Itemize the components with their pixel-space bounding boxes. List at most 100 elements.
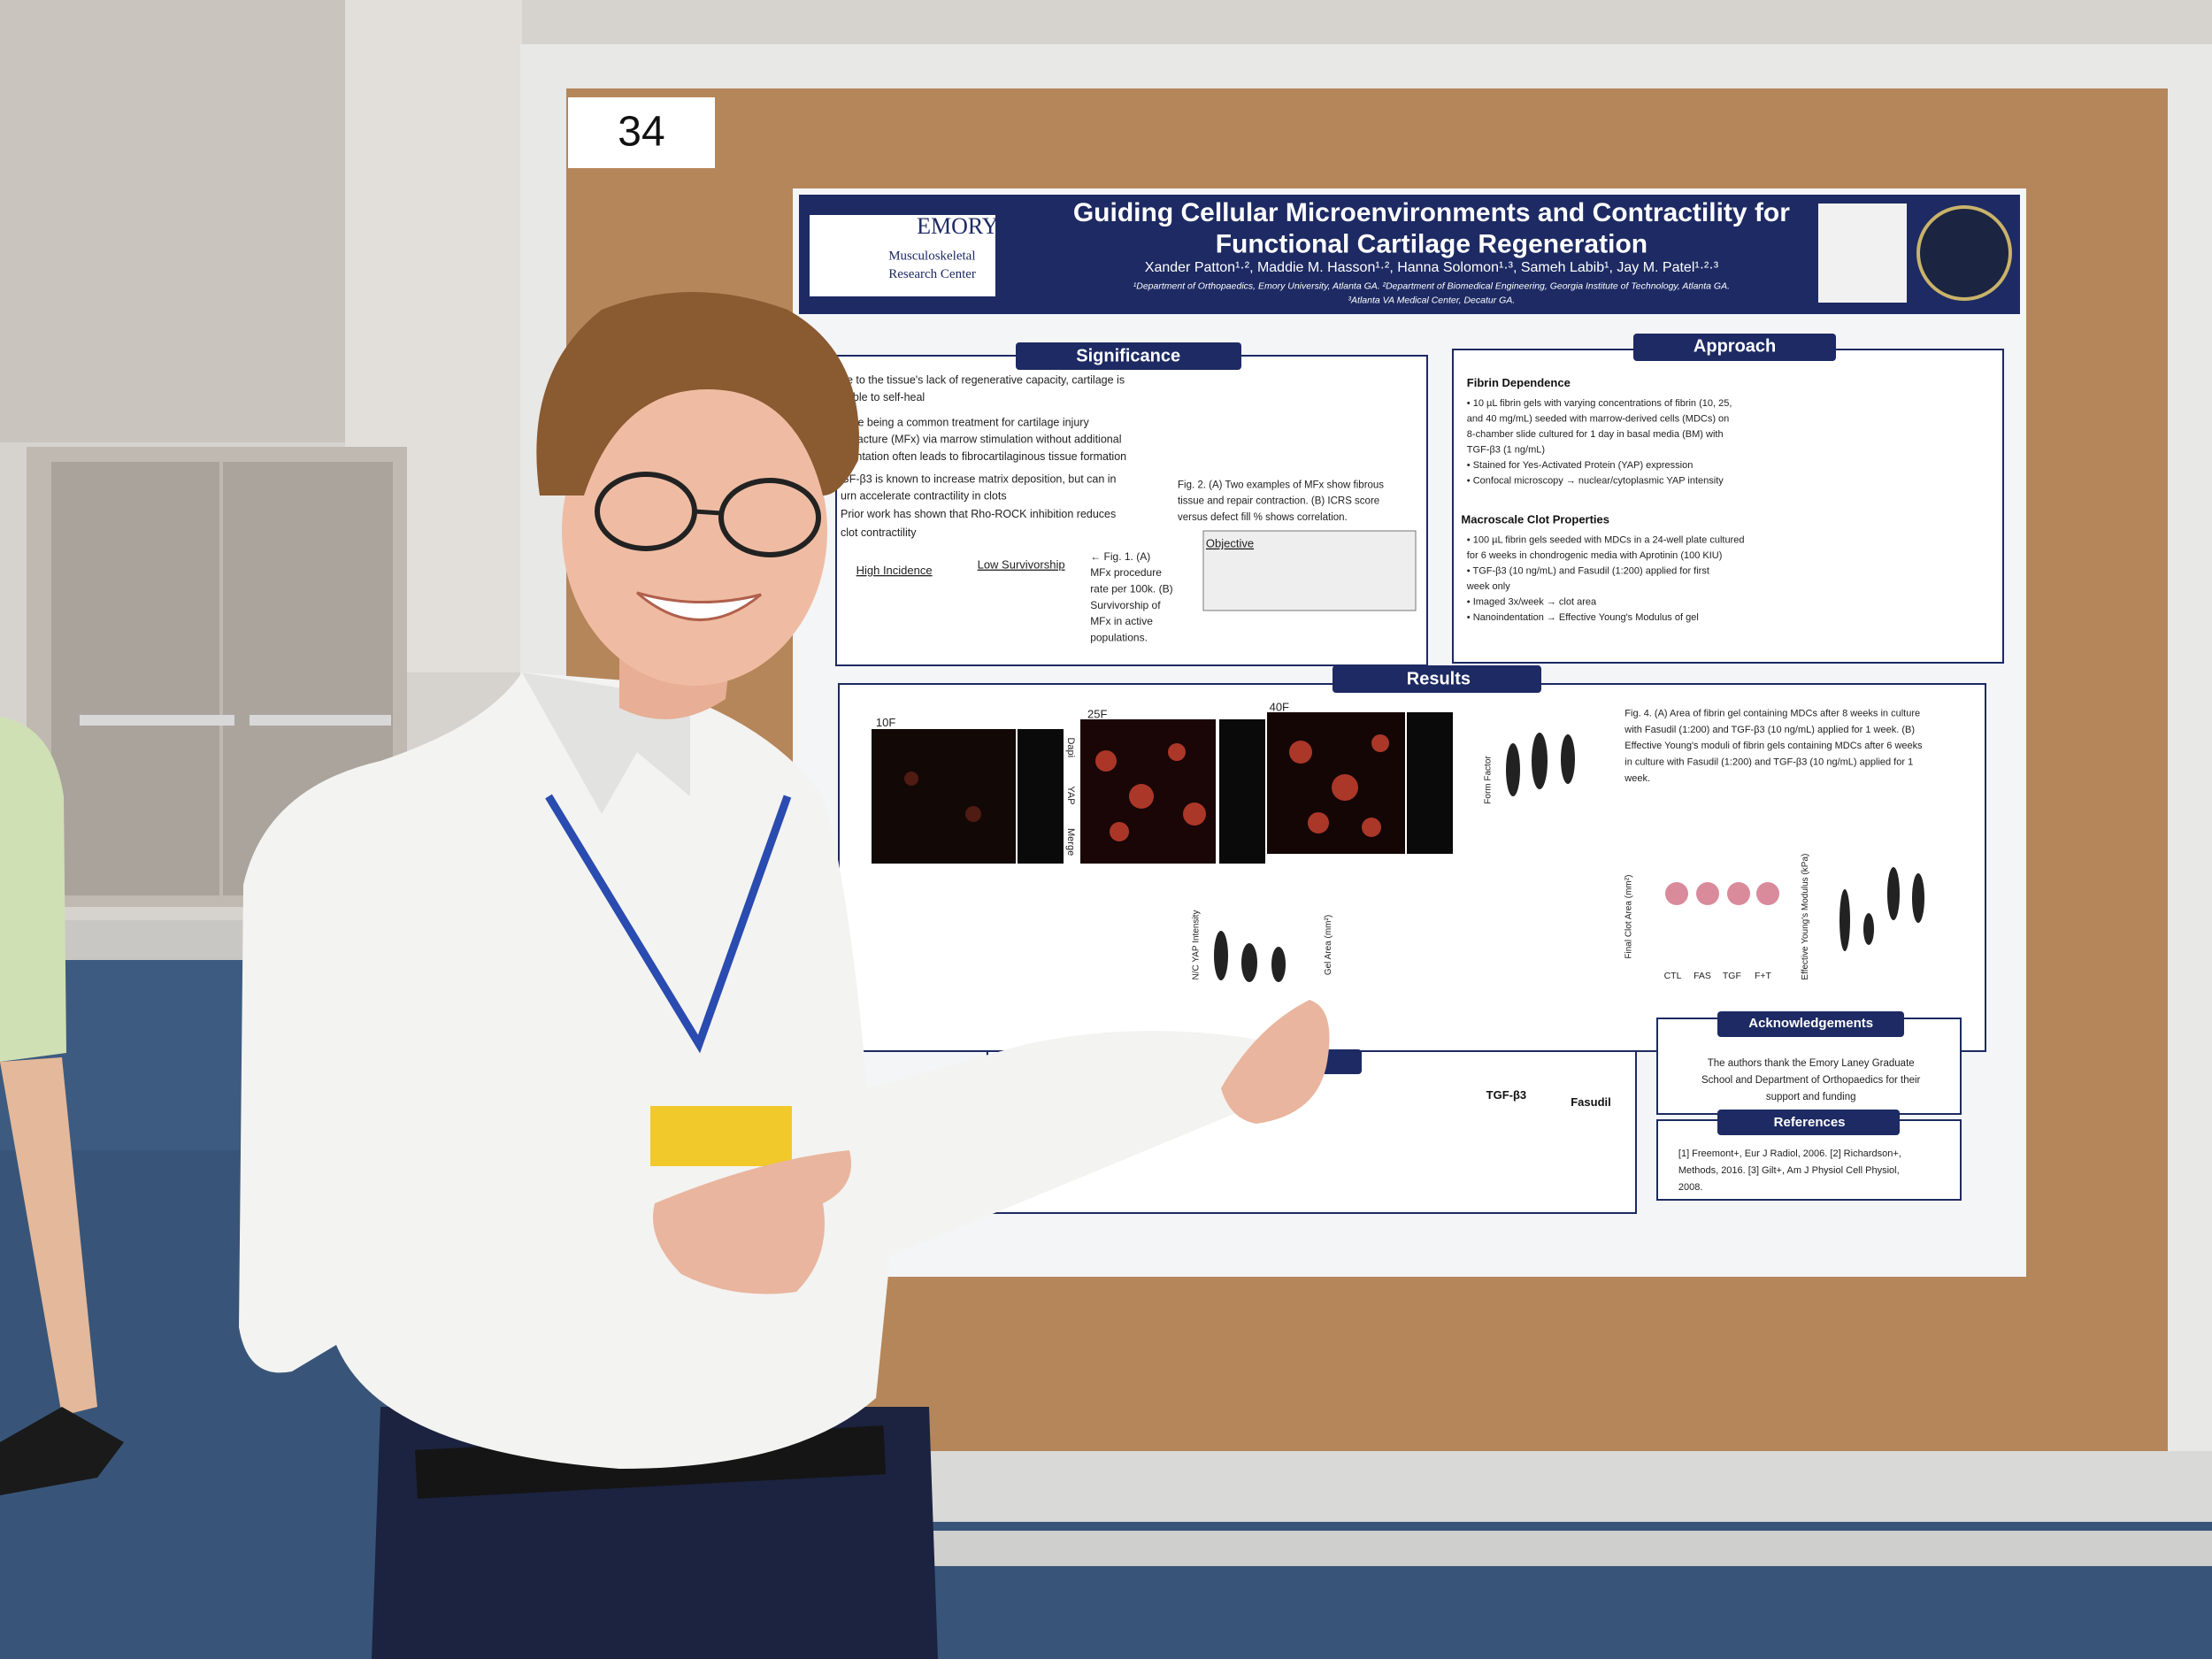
approach-text: TGF-β3 (1 ng/mL) <box>1467 444 1545 455</box>
section-tab <box>1333 665 1541 693</box>
bystander <box>0 717 124 1495</box>
axis-label: Form Factor <box>1483 756 1493 804</box>
ref-text: Methods, 2016. [3] Gilt+, Am J Physiol C… <box>1678 1165 1900 1176</box>
ref-text: 2008. <box>1678 1182 1703 1193</box>
logo-name: EMORY <box>917 213 999 239</box>
channel-label: Dapi <box>1065 737 1076 757</box>
micrograph <box>1219 719 1265 864</box>
logo-box <box>1818 204 1907 303</box>
shirt <box>239 672 1283 1469</box>
figure-caption: week. <box>1624 773 1650 784</box>
logo-box <box>810 215 995 296</box>
approach-text: • 100 µL fibrin gels seeded with MDCs in… <box>1467 534 1745 545</box>
presenter <box>239 292 1330 1659</box>
hand-thumbs-up <box>653 1150 851 1294</box>
figure-caption: versus defect fill % shows correlation. <box>1178 512 1348 523</box>
approach-text: • Confocal microscopy → nuclear/cytoplas… <box>1467 476 1724 487</box>
section-box <box>835 355 1428 666</box>
violin-plots <box>1214 733 1924 982</box>
board-stand <box>911 1531 2212 1566</box>
approach-text: • 10 µL fibrin gels with varying concent… <box>1467 398 1732 409</box>
section-tab <box>1016 342 1241 370</box>
approach-text: • TGF-β3 (10 ng/mL) and Fasudil (1:200) … <box>1467 566 1709 577</box>
ack-text: support and funding <box>1766 1092 1856 1102</box>
bystander-shoe <box>0 1407 124 1495</box>
bystander-leg <box>0 1057 97 1416</box>
section-header: Significance <box>1076 347 1180 366</box>
door-bar <box>80 715 234 726</box>
clot-wells <box>1665 882 1779 905</box>
micrograph <box>1018 729 1064 864</box>
approach-text: • Nanoindentation → Effective Young's Mo… <box>1467 612 1699 623</box>
objective-figure <box>1202 530 1417 611</box>
figure-caption: tissue and repair contraction. (B) ICRS … <box>1178 496 1379 507</box>
approach-text: • Imaged 3x/week → clot area <box>1467 597 1597 608</box>
significance-text: urn accelerate contractility in clots <box>841 489 1007 502</box>
section-box <box>1452 349 2004 664</box>
door <box>51 462 219 895</box>
approach-text: and 40 mg/mL) seeded with marrow-derived… <box>1467 413 1730 424</box>
hair <box>536 292 859 495</box>
smile <box>636 591 762 621</box>
significance-text: nable to self-heal <box>841 391 925 403</box>
channel-label: Merge <box>1065 828 1076 856</box>
cell-blobs <box>904 734 1389 841</box>
section-header: Results <box>1407 670 1471 689</box>
axis-label: Gel Area (mm²) <box>1324 915 1333 975</box>
figure-caption: ← Fig. 1. (A) <box>1090 550 1150 563</box>
wall-panel <box>0 0 354 442</box>
poster-header <box>799 195 2020 314</box>
figure-caption: Fig. 2. (A) Two examples of MFx show fib… <box>1178 480 1384 490</box>
approach-text: 8-chamber slide cultured for 1 day in ba… <box>1467 429 1724 440</box>
figure-caption: MFx procedure <box>1090 566 1162 579</box>
panel-title: Low Survivorship <box>978 558 1065 572</box>
glasses-lens <box>718 478 821 557</box>
ref-text: [1] Freemont+, Eur J Radiol, 2006. [2] R… <box>1678 1148 1901 1159</box>
section-header: Acknowledgements <box>1748 1016 1873 1031</box>
figure-caption: with Fasudil (1:200) and TGF-β3 (10 ng/m… <box>1624 725 1915 735</box>
subheader: Macroscale Clot Properties <box>1461 513 1609 526</box>
image-label: 40F <box>1270 701 1289 714</box>
logo-sub: Musculoskeletal <box>888 250 975 264</box>
logo-sub: Research Center <box>888 267 976 281</box>
board-rail <box>911 1451 2212 1522</box>
conclusion-label: Fasudil <box>1571 1095 1611 1109</box>
figure-caption: rate per 100k. (B) <box>1090 582 1172 595</box>
panel-title: Objective <box>1206 537 1254 550</box>
panel-title: High Incidence <box>856 564 933 577</box>
figure-caption: MFx in active <box>1090 615 1153 627</box>
poster: EMORY Musculoskeletal Research Center Guidi… <box>793 188 2026 1277</box>
image-label: 10F <box>876 716 895 729</box>
affiliation: ³Atlanta VA Medical Center, Decatur GA. <box>1348 295 1516 305</box>
axis-label: Effective Young's Modulus (kPa) <box>1801 854 1810 980</box>
figure-caption: Survivorship of <box>1090 599 1161 611</box>
significance-text: rofracture (MFx) via marrow stimulation … <box>841 434 1121 446</box>
conclusion-label: TGF-β3 <box>1486 1088 1527 1102</box>
figure-caption: in culture with Fasudil (1:200) and TGF-… <box>1624 757 1913 768</box>
significance-text: spite being a common treatment for carti… <box>841 416 1089 428</box>
channel-label: YAP <box>1065 786 1076 804</box>
section-tab <box>1717 1110 1900 1135</box>
group-label: FAS <box>1694 971 1711 981</box>
badge <box>650 1106 792 1166</box>
figure-caption: Effective Young's moduli of fibrin gels … <box>1624 741 1923 751</box>
face <box>562 376 827 686</box>
section-header: References <box>1774 1115 1846 1130</box>
lanyard <box>545 794 792 1054</box>
micrograph <box>1407 712 1453 854</box>
group-label: CTL <box>1664 971 1682 981</box>
subheader: Fibrin Dependence <box>1467 376 1571 389</box>
section-tab <box>1633 334 1836 361</box>
image-label: 25F <box>1087 708 1107 721</box>
approach-text: • Stained for Yes-Activated Protein (YAP… <box>1467 460 1694 471</box>
approach-text: week only <box>1466 581 1510 592</box>
door-bar <box>250 715 391 726</box>
number: 34 <box>618 109 664 156</box>
poster-title: Guiding Cellular Microenvironments and C… <box>1073 198 1790 227</box>
ack-text: The authors thank the Emory Laney Gradua… <box>1708 1058 1915 1069</box>
group-label: TGF <box>1723 971 1741 981</box>
bystander-shirt <box>0 717 66 1062</box>
authors: Xander Patton¹·², Maddie M. Hasson¹·², H… <box>1145 260 1719 275</box>
